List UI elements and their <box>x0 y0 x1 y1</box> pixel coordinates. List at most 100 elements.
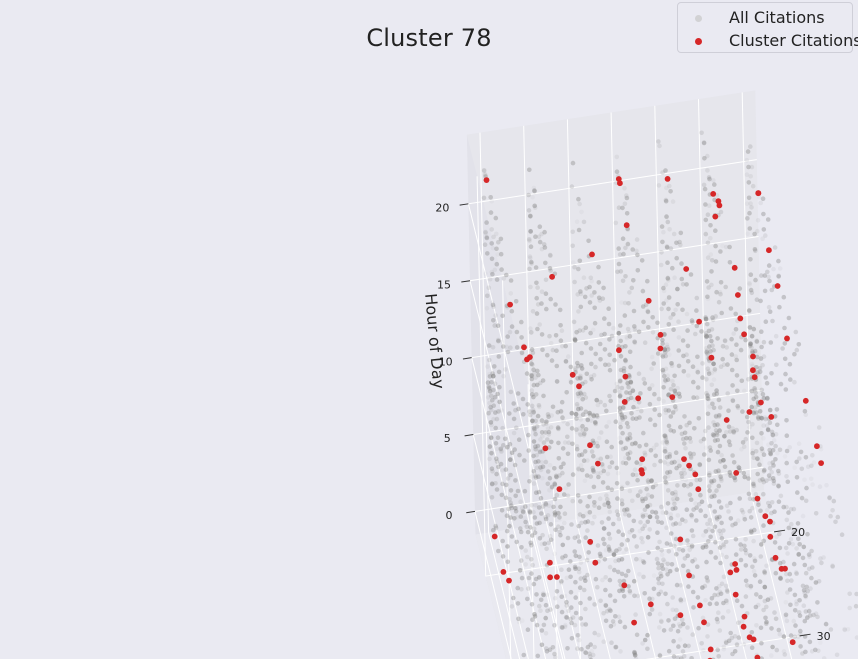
cluster-point-extra <box>737 315 744 322</box>
cluster-point-extra <box>754 495 761 502</box>
cluster-point-6 <box>707 646 714 653</box>
cluster-point-extra <box>657 331 664 338</box>
cluster-point-extra <box>677 536 684 543</box>
pane-floor <box>475 490 806 659</box>
tick-label-age-30: 30 <box>817 630 831 643</box>
cluster-point-extra <box>789 639 796 646</box>
legend-label-cluster: Cluster Citations <box>729 31 858 50</box>
cluster-point-extra <box>500 569 507 575</box>
cluster-point-extra <box>547 574 553 581</box>
cluster-point-extra <box>621 399 628 405</box>
cluster-point-24 <box>731 264 738 271</box>
cluster-point-extra <box>527 354 533 360</box>
tick-age-30 <box>799 633 811 637</box>
cluster-point-extra <box>686 572 692 579</box>
axis-label-hour: Hour of Day <box>421 293 448 390</box>
cluster-point-extra <box>554 574 560 580</box>
cluster-point-extra <box>767 533 774 540</box>
cluster-point-extra <box>587 538 594 545</box>
cluster-point-extra <box>615 176 622 182</box>
cluster-point-extra <box>732 591 739 598</box>
cluster-point-22 <box>766 247 772 254</box>
cluster-point-extra <box>549 273 555 280</box>
cluster-point-extra <box>681 456 687 462</box>
series-cluster-citations <box>483 176 824 659</box>
tick-label-hour-10: 10 <box>439 355 453 368</box>
cluster-point-extra <box>733 470 740 476</box>
cluster-point-3 <box>733 567 740 573</box>
cluster-point-25 <box>784 335 790 342</box>
cluster-point-extra <box>595 460 601 467</box>
gridline-day-4 <box>566 119 611 659</box>
cluster-point-0 <box>762 513 769 520</box>
cluster-point-28 <box>758 399 764 406</box>
gridline-day-1 <box>698 99 747 659</box>
cluster-point-extra <box>669 394 676 400</box>
gridline-day-6 <box>479 132 521 659</box>
gridline-day-3 <box>610 112 657 659</box>
cluster-point-extra <box>623 222 630 229</box>
cluster-point-extra <box>750 636 757 643</box>
cluster-point-extra <box>778 565 785 572</box>
series-all-citations <box>481 130 858 659</box>
cluster-point-27 <box>708 354 715 361</box>
cluster-point-extra <box>701 619 707 626</box>
cluster-point-extra <box>735 292 741 298</box>
cluster-point-extra <box>727 569 734 576</box>
cluster-point-extra <box>750 353 756 360</box>
cluster-point-30 <box>695 486 702 493</box>
cluster-point-extra <box>741 613 748 620</box>
cluster-point-extra <box>622 373 629 380</box>
cluster-point-extra <box>814 443 820 450</box>
cluster-point-36 <box>692 471 699 478</box>
cluster-point-extra <box>697 602 703 609</box>
cluster-point-43 <box>556 486 563 492</box>
pane-day <box>466 134 596 659</box>
legend-marker-cluster <box>695 38 702 45</box>
cluster-point-29 <box>639 456 646 463</box>
cluster-point-extra <box>506 577 512 584</box>
cluster-point-extra <box>768 414 775 420</box>
cluster-point-38 <box>754 654 761 659</box>
gridline-age-30 <box>502 280 800 659</box>
tick-hour-15 <box>461 280 471 283</box>
gridline-hour-20 <box>467 159 757 659</box>
legend: All Citations Cluster Citations <box>677 2 858 53</box>
cluster-point-extra <box>802 397 809 404</box>
gridline-hour-10 <box>471 312 761 659</box>
gridline-day-2 <box>654 105 702 659</box>
gridline-age-40 <box>527 384 535 659</box>
cluster-point-extra <box>740 623 747 630</box>
cluster-point-extra <box>723 417 730 423</box>
cluster-point-extra <box>741 331 747 338</box>
cluster-point-extra <box>774 283 781 289</box>
tick-label-hour-5: 5 <box>444 432 451 445</box>
tick-label-age-20: 20 <box>791 526 805 539</box>
cluster-point-2 <box>772 554 779 561</box>
tick-label-hour-15: 15 <box>437 278 451 291</box>
gridline-day-5 <box>523 125 566 659</box>
cluster-point-extra <box>647 601 654 608</box>
cluster-point-extra <box>710 191 717 197</box>
cluster-point-extra <box>715 198 722 205</box>
tick-label-hour-0: 0 <box>446 509 453 522</box>
cluster-point-extra <box>616 347 622 354</box>
cluster-point-40 <box>746 409 753 415</box>
cluster-point-extra <box>483 177 490 184</box>
cluster-point-extra <box>696 318 702 325</box>
cluster-point-extra <box>587 442 593 449</box>
tick-label-hour-20: 20 <box>435 202 449 215</box>
gridline-hour-0 <box>474 466 764 659</box>
gridline-day-0 <box>741 92 793 659</box>
cluster-point-31 <box>621 582 628 589</box>
chart-title: Cluster 78 <box>366 24 492 52</box>
cluster-point-extra <box>818 460 824 466</box>
cluster-point-extra <box>547 559 553 566</box>
cluster-point-extra <box>576 383 582 390</box>
tick-hour-20 <box>459 203 469 206</box>
tick-hour-5 <box>464 434 474 437</box>
cluster-point-37 <box>631 619 637 626</box>
cluster-point-1 <box>767 518 773 525</box>
cluster-point-extra <box>751 374 758 381</box>
